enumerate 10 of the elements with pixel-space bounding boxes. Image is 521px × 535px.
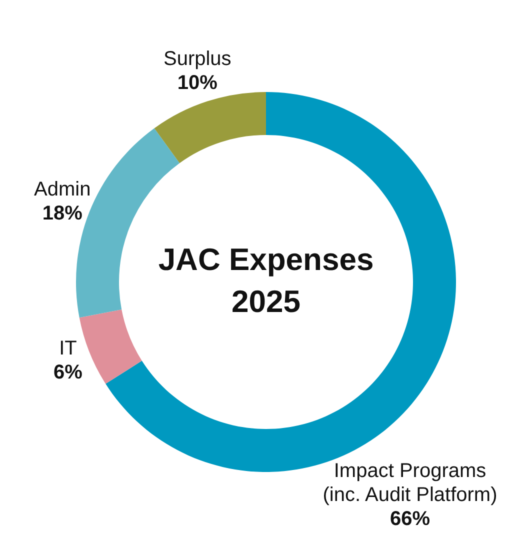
slice-label: Surplus: [163, 48, 232, 70]
data-label: 66%: [390, 508, 430, 530]
text: JAC Expenses 2025: [158, 242, 374, 319]
data-label: 18%: [42, 202, 83, 224]
slice-label: Admin: [34, 178, 91, 200]
data-label: 10%: [177, 72, 218, 94]
slice-label: IT: [59, 337, 77, 360]
donut-slice: [154, 92, 266, 164]
data-label: 6%: [54, 361, 83, 384]
slice-label: Impact Programs (inc. Audit Platform): [322, 460, 498, 506]
